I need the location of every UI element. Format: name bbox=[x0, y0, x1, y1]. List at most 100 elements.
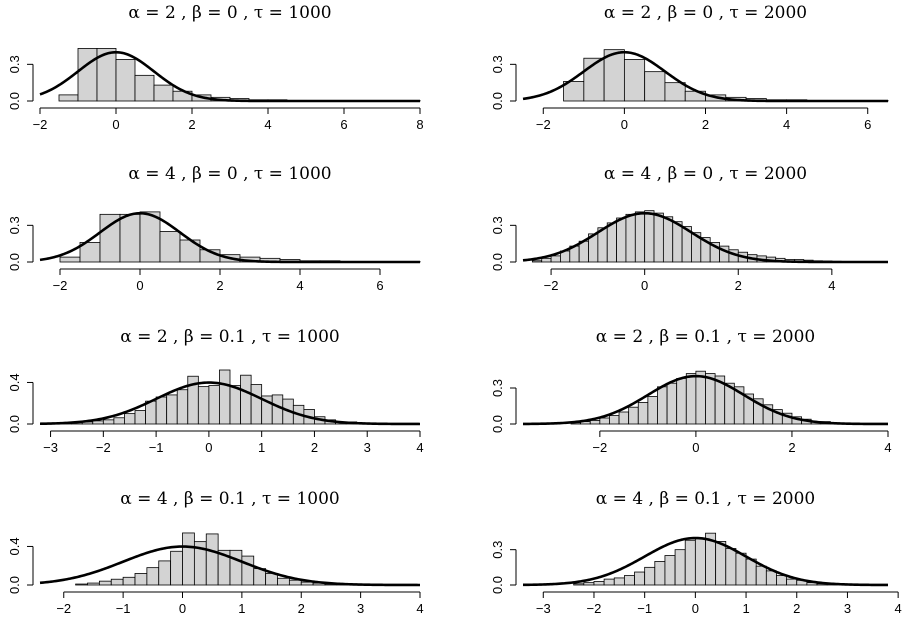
histogram-bar bbox=[623, 59, 646, 102]
density-curve bbox=[522, 50, 888, 103]
histogram-bar bbox=[166, 394, 178, 425]
y-tick-label: 0.3 bbox=[490, 55, 505, 73]
histogram-bar bbox=[208, 385, 220, 425]
y-tick-label: 0.0 bbox=[490, 576, 505, 594]
x-tick-label: 4 bbox=[895, 601, 902, 616]
y-tick-label: 0.0 bbox=[490, 253, 505, 271]
histogram-bar bbox=[250, 384, 263, 425]
histogram-bar bbox=[684, 539, 696, 586]
x-tick-label: 3 bbox=[844, 601, 851, 616]
y-tick-label: 0.0 bbox=[490, 92, 505, 110]
x-tick-label: −2 bbox=[587, 601, 602, 616]
x-tick-label: 0 bbox=[136, 278, 143, 293]
x-tick-label: −1 bbox=[149, 440, 164, 455]
histogram-bar bbox=[134, 573, 148, 586]
histogram-bar bbox=[229, 385, 241, 425]
panel-8: α = 4 , β = 0.1 , τ = 2000 −3 −2 −1 0 1 2 3 4 0.0… bbox=[490, 489, 902, 616]
x-tick-label: 6 bbox=[864, 117, 871, 132]
histogram-bar bbox=[618, 411, 630, 425]
histogram-bar bbox=[628, 406, 639, 425]
histogram-bar bbox=[637, 401, 649, 425]
histogram-bar bbox=[219, 369, 231, 425]
y-tick-label: 0.3 bbox=[490, 541, 505, 559]
histogram-bar bbox=[583, 582, 595, 586]
histogram-bar bbox=[205, 533, 219, 586]
histogram-bar bbox=[634, 571, 646, 586]
histogram-bar bbox=[657, 386, 668, 425]
y-tick-label: 0.0 bbox=[490, 415, 505, 433]
histogram-bar bbox=[139, 211, 161, 263]
histogram-bar bbox=[197, 386, 210, 425]
x-tick-label: 0 bbox=[179, 601, 186, 616]
histogram-bar bbox=[685, 373, 697, 425]
x-tick-label: 3 bbox=[357, 601, 364, 616]
histogram-bar bbox=[153, 84, 174, 102]
panel-1: α = 2 , β = 0 , τ = 1000 −2 0 2 4 6 8 0.0 0.3 bbox=[7, 3, 424, 132]
histogram-bar bbox=[87, 582, 100, 586]
histogram-bar bbox=[240, 374, 252, 425]
histogram-bar bbox=[664, 555, 676, 586]
x-tick-label: 0 bbox=[692, 601, 699, 616]
histogram-bar bbox=[288, 579, 302, 586]
histogram-bar bbox=[786, 578, 798, 586]
x-tick-label: 6 bbox=[340, 117, 347, 132]
histogram-bar bbox=[603, 578, 615, 586]
histogram-bar bbox=[122, 576, 136, 586]
histogram-bar bbox=[654, 561, 666, 586]
x-tick-label: 0 bbox=[621, 117, 628, 132]
x-tick-label: 0 bbox=[205, 440, 212, 455]
density-curve bbox=[39, 381, 421, 426]
histogram-bar bbox=[124, 413, 136, 425]
histogram-bar bbox=[705, 373, 716, 425]
histogram-bar bbox=[59, 256, 81, 263]
histogram-bar bbox=[146, 567, 160, 586]
histogram-bar bbox=[98, 580, 112, 586]
panel-title: α = 2 , β = 0.1 , τ = 2000 bbox=[596, 327, 815, 347]
x-tick-label: 4 bbox=[264, 117, 271, 132]
x-tick-label: −2 bbox=[544, 278, 559, 293]
histogram-bar bbox=[241, 555, 255, 586]
x-tick-label: 2 bbox=[216, 278, 223, 293]
x-tick-label: 2 bbox=[702, 117, 709, 132]
y-tick-label: 0.3 bbox=[490, 216, 505, 234]
histogram-bar bbox=[776, 575, 788, 586]
histogram-bar bbox=[550, 255, 561, 263]
density-curve bbox=[522, 211, 888, 264]
x-tick-label: −1 bbox=[637, 601, 652, 616]
panel-6: α = 2 , β = 0.1 , τ = 2000 −2 0 2 4 0.0 0.3 bbox=[490, 327, 892, 455]
histogram-bar bbox=[541, 257, 552, 263]
histogram-bar bbox=[609, 415, 620, 425]
histogram-bar bbox=[695, 370, 706, 425]
histogram-bar bbox=[599, 417, 610, 425]
panel-5: α = 2 , β = 0.1 , τ = 1000 −3 −2 −1 0 1 2 3 4 0.0… bbox=[7, 327, 424, 455]
histogram-bar bbox=[182, 532, 195, 586]
x-tick-label: 2 bbox=[311, 440, 318, 455]
histogram-bar bbox=[674, 549, 686, 586]
panel-title: α = 2 , β = 0.1 , τ = 1000 bbox=[120, 327, 339, 347]
panel-7: α = 4 , β = 0.1 , τ = 1000 −2 −1 0 1 2 3 4 0.0 0.… bbox=[7, 489, 424, 616]
histogram-bar bbox=[666, 382, 678, 425]
histogram-bar bbox=[625, 213, 636, 263]
x-tick-label: −3 bbox=[536, 601, 551, 616]
panel-title: α = 4 , β = 0 , τ = 2000 bbox=[604, 164, 807, 184]
x-tick-label: 2 bbox=[793, 601, 800, 616]
histogram-bar bbox=[134, 74, 155, 102]
histogram-bar bbox=[634, 211, 646, 263]
x-tick-label: 3 bbox=[364, 440, 371, 455]
x-tick-label: 8 bbox=[416, 117, 423, 132]
histogram-bar bbox=[647, 395, 658, 425]
histogram-bar bbox=[115, 59, 136, 102]
density-curve bbox=[39, 545, 420, 587]
x-tick-label: 1 bbox=[258, 440, 265, 455]
x-tick-label: 2 bbox=[188, 117, 195, 132]
density-curve bbox=[39, 211, 420, 264]
histogram-bar bbox=[170, 550, 183, 586]
x-tick-label: 0 bbox=[692, 440, 699, 455]
histogram-bar bbox=[644, 71, 666, 102]
histogram-bar bbox=[765, 570, 777, 586]
histogram-bar bbox=[653, 212, 664, 263]
panel-2: α = 2 , β = 0 , τ = 2000 −2 0 2 4 6 0.0 0.3 bbox=[490, 3, 889, 132]
panel-title: α = 2 , β = 0 , τ = 2000 bbox=[604, 3, 807, 23]
y-tick-label: 0.4 bbox=[7, 537, 22, 555]
